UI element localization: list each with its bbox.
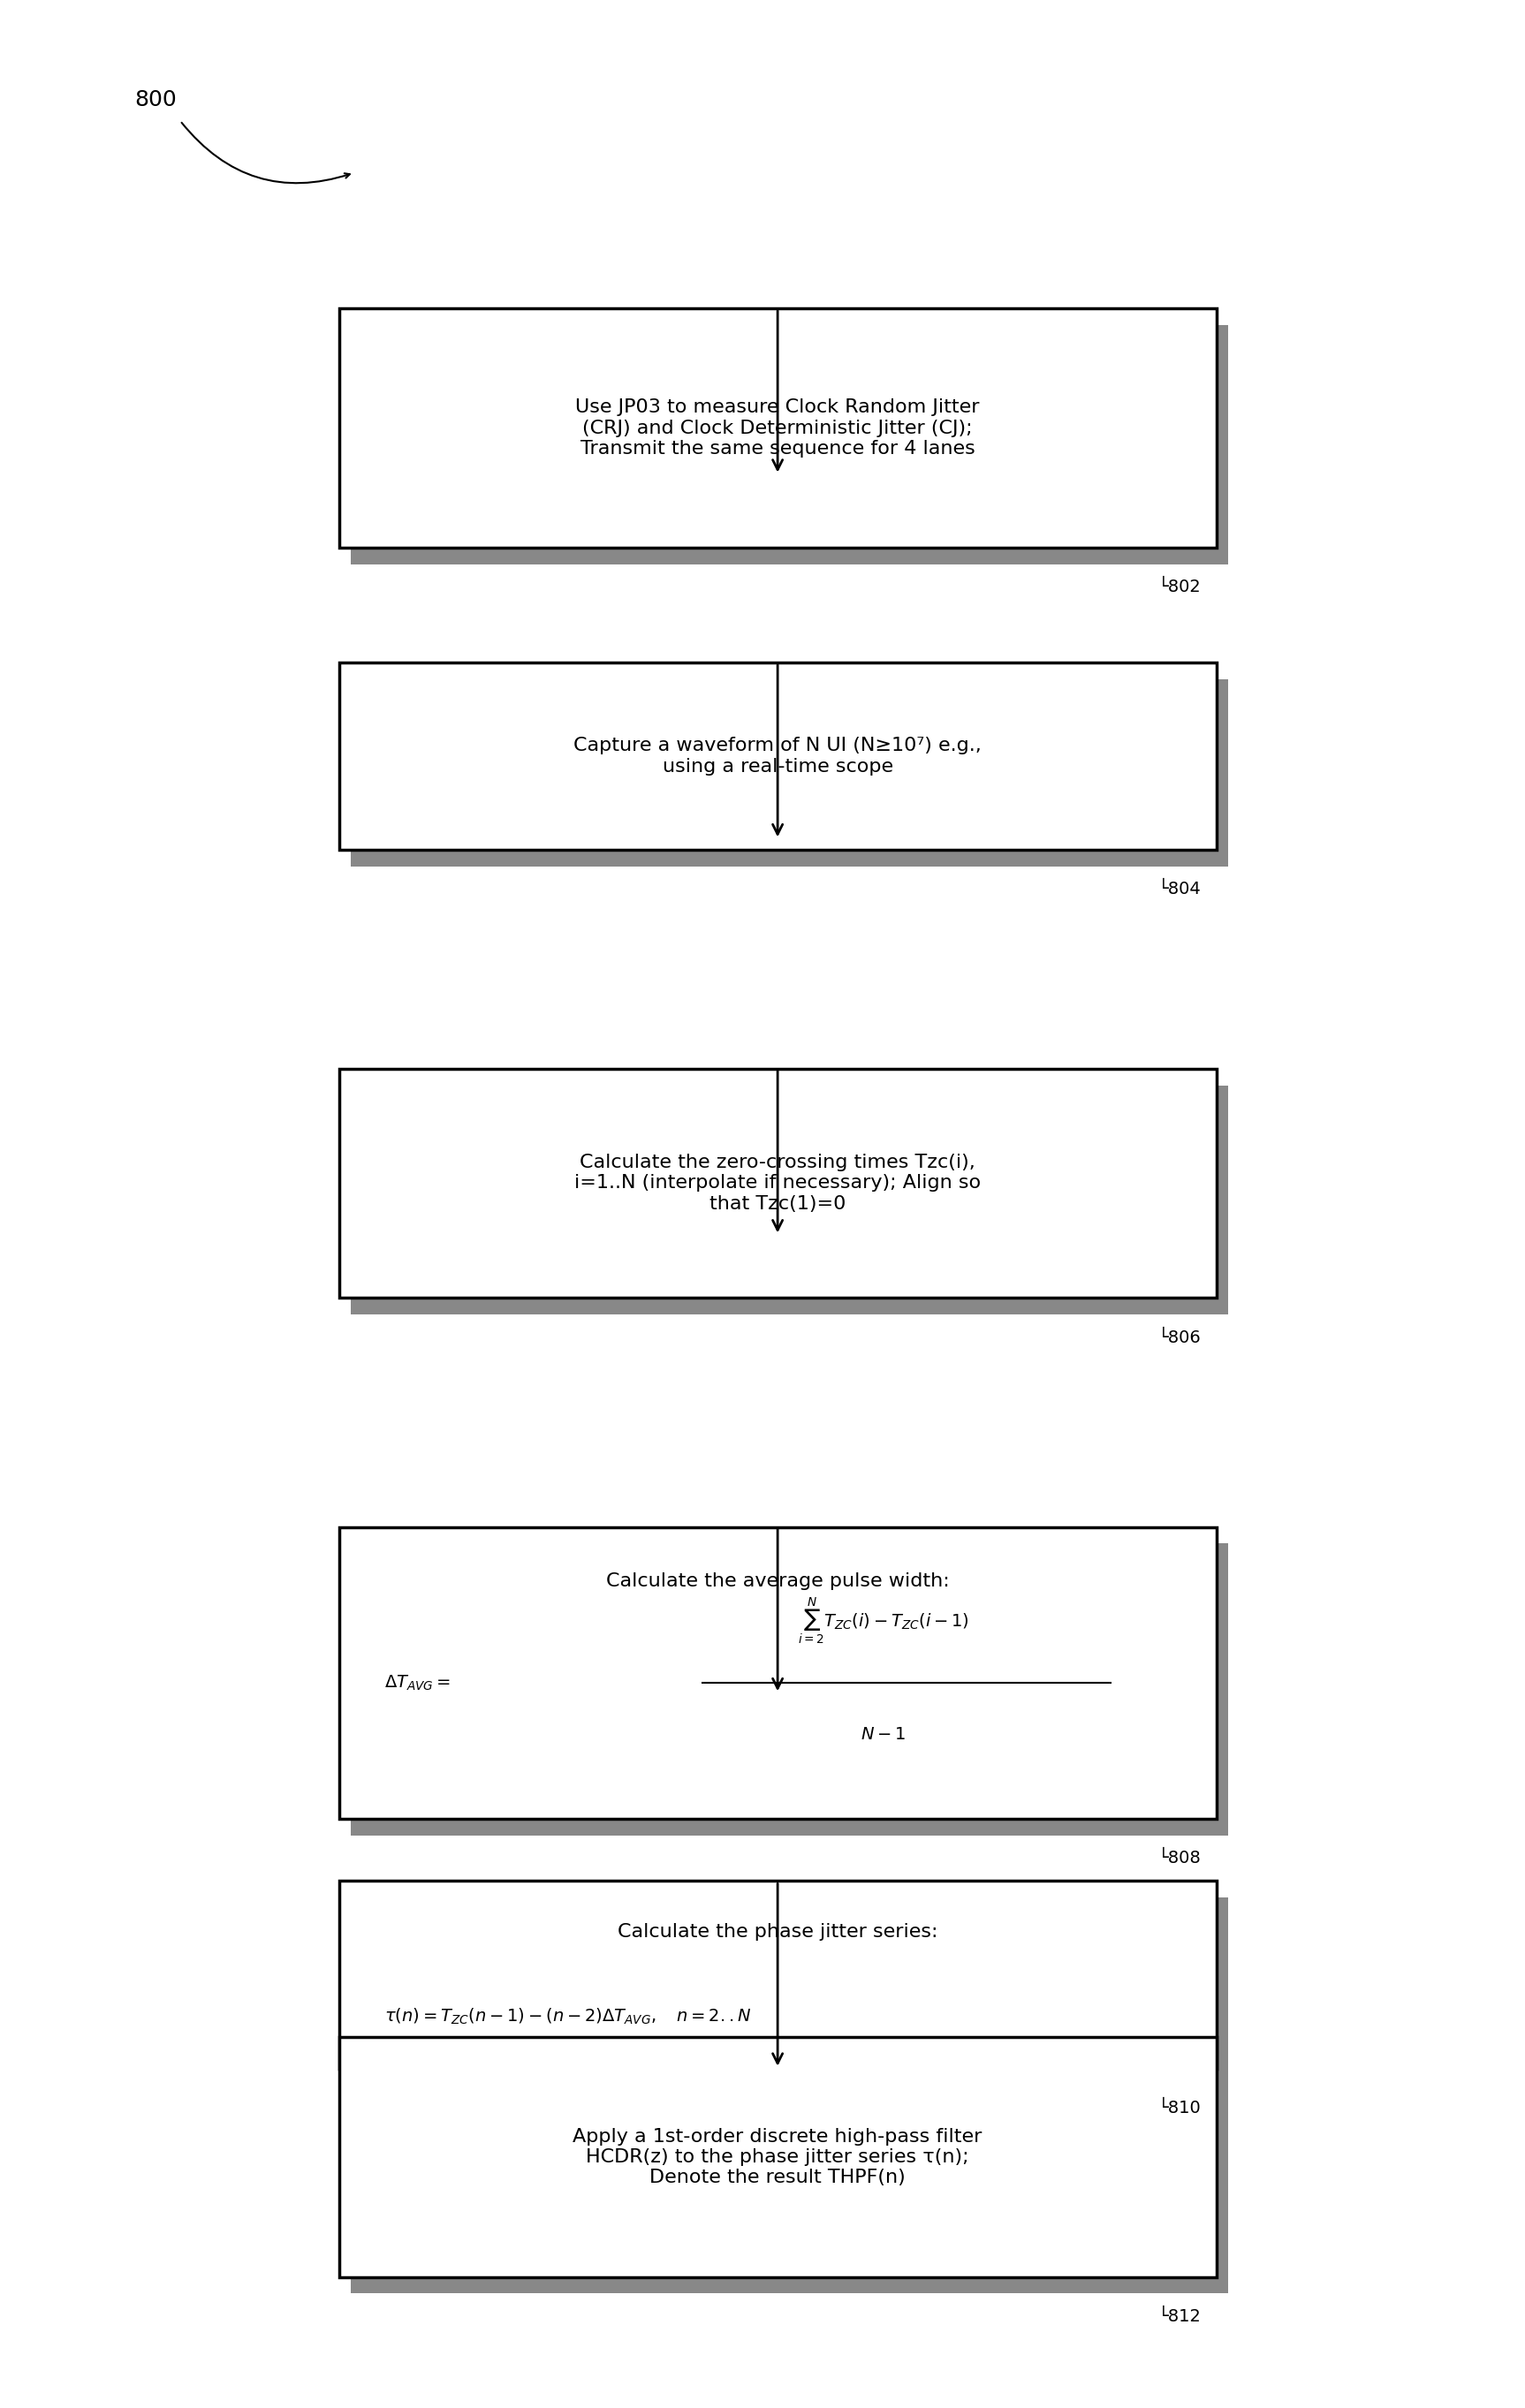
Text: $\tau(n)=T_{ZC}(n-1)-(n-2)\Delta T_{AVG},\quad n=2..N$: $\tau(n)=T_{ZC}(n-1)-(n-2)\Delta T_{AVG}… xyxy=(384,2006,752,2025)
Text: Capture a waveform of N UI (N≥10⁷) e.g.,
using a real-time scope: Capture a waveform of N UI (N≥10⁷) e.g.,… xyxy=(573,737,982,775)
Text: Apply a 1st-order discrete high-pass filter
HCDR(z) to the phase jitter series τ: Apply a 1st-order discrete high-pass fil… xyxy=(573,2129,982,2186)
Text: Calculate the zero-crossing times Tzc(i),
i=1..N (interpolate if necessary); Ali: Calculate the zero-crossing times Tzc(i)… xyxy=(575,1153,981,1214)
Text: └806: └806 xyxy=(1157,1329,1202,1346)
Text: └808: └808 xyxy=(1157,1849,1202,1866)
Text: Calculate the phase jitter series:: Calculate the phase jitter series: xyxy=(618,1922,938,1941)
Text: └802: └802 xyxy=(1157,578,1202,595)
FancyBboxPatch shape xyxy=(351,1086,1229,1315)
Text: └810: └810 xyxy=(1157,2100,1202,2117)
Text: └804: └804 xyxy=(1157,881,1202,898)
FancyBboxPatch shape xyxy=(339,1069,1217,1298)
FancyBboxPatch shape xyxy=(351,2054,1229,2292)
FancyBboxPatch shape xyxy=(351,325,1229,563)
FancyBboxPatch shape xyxy=(351,679,1229,867)
Text: Use JP03 to measure Clock Random Jitter
(CRJ) and Clock Deterministic Jitter (CJ: Use JP03 to measure Clock Random Jitter … xyxy=(575,400,979,458)
FancyBboxPatch shape xyxy=(339,2037,1217,2278)
Text: $\Delta T_{AVG}=$: $\Delta T_{AVG}=$ xyxy=(384,1674,451,1693)
Text: └812: └812 xyxy=(1157,2309,1202,2324)
FancyBboxPatch shape xyxy=(339,1527,1217,1818)
FancyBboxPatch shape xyxy=(351,1898,1229,2085)
Text: $N-1$: $N-1$ xyxy=(862,1727,906,1743)
FancyBboxPatch shape xyxy=(351,1544,1229,1835)
Text: $\sum_{i=2}^{N} T_{ZC}(i)-T_{ZC}(i-1)$: $\sum_{i=2}^{N} T_{ZC}(i)-T_{ZC}(i-1)$ xyxy=(798,1597,970,1645)
Text: Calculate the average pulse width:: Calculate the average pulse width: xyxy=(605,1572,950,1589)
FancyBboxPatch shape xyxy=(339,308,1217,547)
Text: 800: 800 xyxy=(134,89,177,111)
FancyBboxPatch shape xyxy=(339,662,1217,850)
FancyBboxPatch shape xyxy=(339,1881,1217,2068)
